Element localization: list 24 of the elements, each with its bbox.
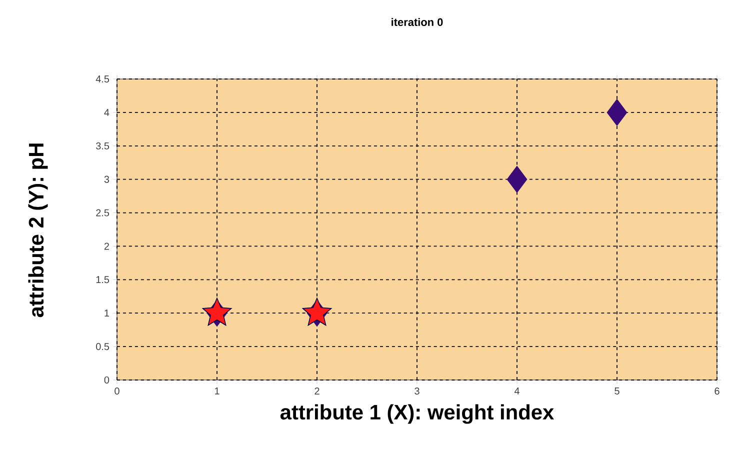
y-tick-label: 0.5 [96,343,110,350]
x-axis-title: attribute 1 (X): weight index [280,404,554,424]
y-tick-label: 2.5 [96,209,110,216]
y-tick-label: 1 [104,310,110,317]
x-tick-label: 3 [414,388,420,395]
y-axis-title: attribute 2 (Y): pH [28,144,48,318]
x-tick-label: 0 [114,388,120,395]
y-tick-label: 4 [104,109,110,116]
point [506,166,528,193]
y-tick-label: 1.5 [96,276,110,284]
y-tick-label: 0 [104,376,110,384]
chart-title: iteration 0 [392,18,443,26]
point [202,298,232,326]
y-tick-label: 3.5 [96,142,110,150]
x-tick-label: 6 [714,388,720,395]
x-tick-label: 4 [514,388,520,394]
y-tick-label: 3 [104,176,110,183]
y-tick-label: 4.5 [96,76,110,82]
point [302,298,332,326]
x-tick-label: 2 [314,388,320,394]
y-tick-label: 2 [104,242,109,250]
point [606,99,628,126]
x-tick-label: 5 [614,388,620,394]
x-tick-label: 1 [214,388,220,394]
